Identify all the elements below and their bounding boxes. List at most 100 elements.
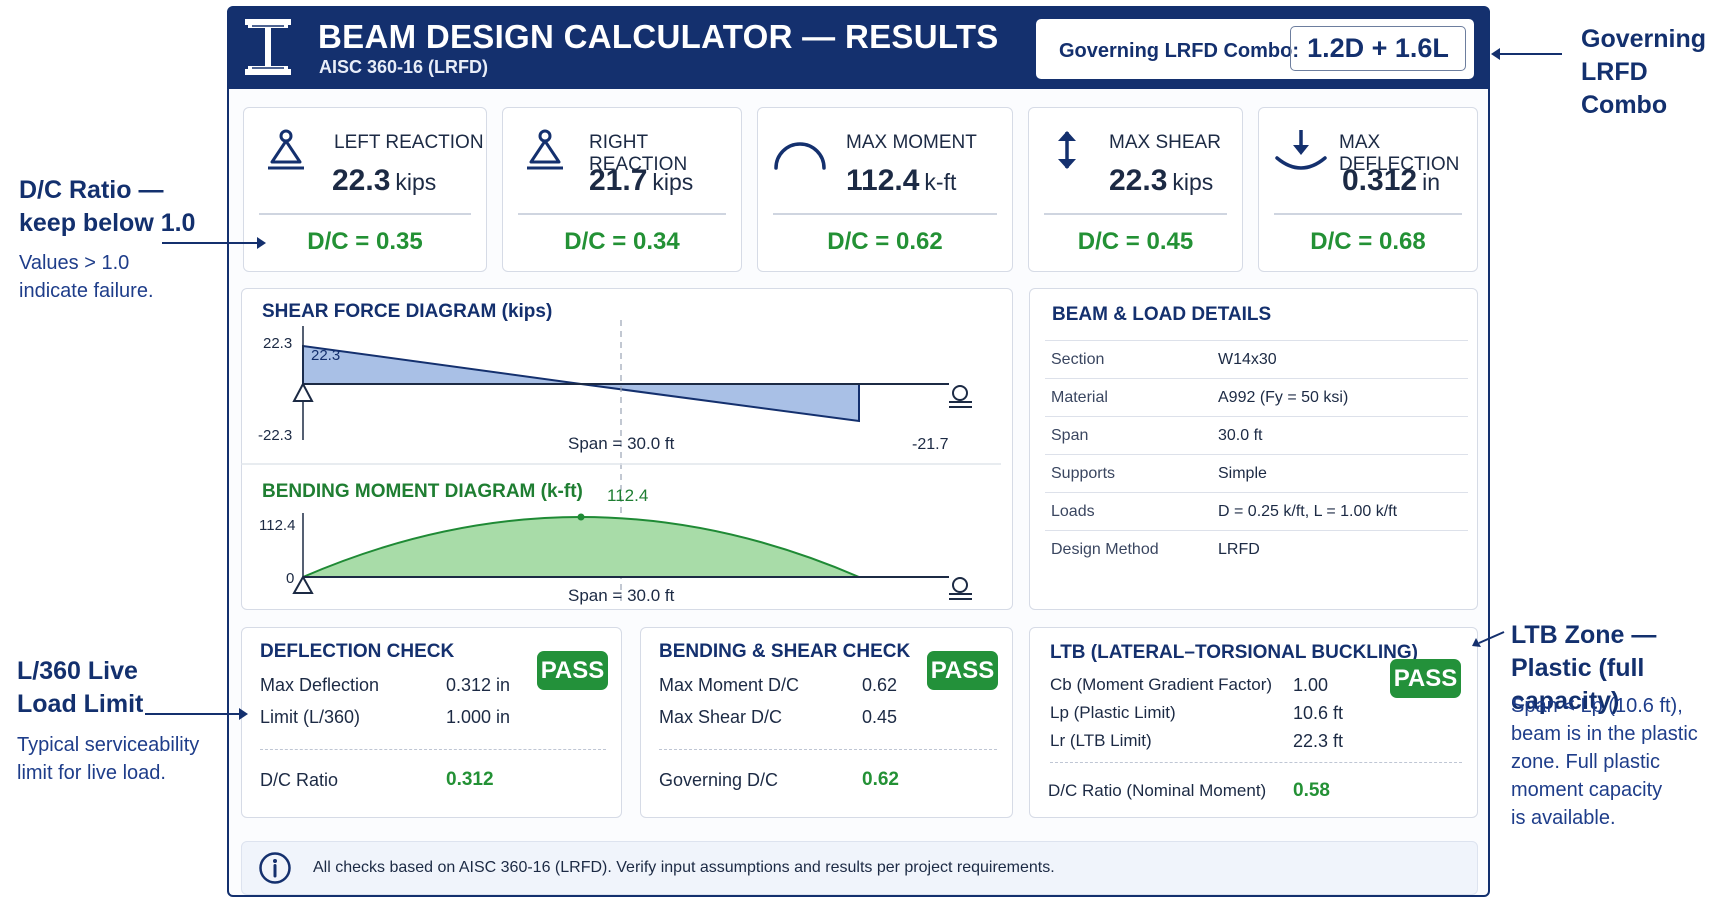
card-label: MAX DEFLECTION <box>1339 132 1460 175</box>
combo-value-field[interactable]: 1.2D + 1.6L <box>1290 26 1466 71</box>
check-row-label: Max Moment D/C <box>659 675 800 695</box>
detail-row: Material A992 (Fy = 50 ksi) <box>1045 378 1468 415</box>
right-reaction-card: RIGHT REACTION 21.7 kips D/C = 0.34 <box>502 107 742 272</box>
moment-right-roller-support <box>949 577 972 600</box>
check-row-value: 0.62 <box>862 675 898 695</box>
moment-area <box>302 516 860 578</box>
check-row-value: 0.45 <box>862 707 898 727</box>
info-icon <box>259 852 291 884</box>
moment-span-label: Span = 30.0 ft <box>568 586 675 605</box>
ltb-annotation-arrow <box>1472 631 1505 647</box>
pin-support-icon <box>527 129 563 170</box>
detail-row: Loads D = 0.25 k/ft, L = 1.00 k/ft <box>1045 492 1468 529</box>
detail-row: Span 30.0 ft <box>1045 416 1468 453</box>
combo-label: Governing LRFD Combo: <box>1059 40 1299 62</box>
shear-diagram-title: SHEAR FORCE DIAGRAM (kips) <box>262 301 553 322</box>
card-value: 112.4 k-ft <box>846 164 957 197</box>
l360-annotation-arrow <box>145 708 248 720</box>
card-label: LEFT REACTION <box>334 132 484 153</box>
check-row-value: 10.6 ft <box>1293 703 1344 723</box>
check-row-value: 22.3 ft <box>1293 731 1344 751</box>
card-value: 21.7 kips <box>589 164 694 197</box>
moment-left-support <box>292 574 314 594</box>
bending-pass-badge: PASS <box>927 651 998 690</box>
card-value: 22.3 kips <box>332 164 437 197</box>
check-row-label: Max Shear D/C <box>659 707 783 727</box>
card-label: RIGHT REACTION <box>589 132 688 175</box>
dc-ratio-value: 0.62 <box>862 769 899 790</box>
double-arrow-icon <box>1058 131 1076 169</box>
divider <box>773 213 997 215</box>
check-row-label: Cb (Moment Gradient Factor) <box>1050 675 1273 694</box>
card-dc-ratio: D/C = 0.35 <box>307 228 423 255</box>
detail-row: Design Method LRFD <box>1045 530 1468 567</box>
divider <box>659 749 997 750</box>
page-title: BEAM DESIGN CALCULATOR — RESULTS <box>318 18 999 55</box>
card-dc-ratio: D/C = 0.34 <box>564 228 680 255</box>
check-row-label: Lr (LTB Limit) <box>1050 731 1152 750</box>
combo-annotation-arrow <box>1491 48 1562 60</box>
dc-ratio-value: 0.312 <box>446 769 494 790</box>
detail-row: Supports Simple <box>1045 454 1468 491</box>
dc-annotation-arrow <box>162 237 266 249</box>
check-row-value: 1.00 <box>1293 675 1329 695</box>
ltb-annotation-text: Span < Lp (10.6 ft), beam is in the plast… <box>1511 695 1698 829</box>
card-dc-ratio: D/C = 0.62 <box>827 228 943 255</box>
combo-annotation-title: Governing LRFD Combo <box>1581 25 1707 119</box>
card-label: MAX MOMENT <box>846 132 977 153</box>
card-value: 22.3 kips <box>1109 164 1214 197</box>
shear-y-tick-bottom: -22.3 <box>258 427 293 444</box>
shear-start-label: 22.3 <box>311 347 341 364</box>
max-shear-card: MAX SHEAR 22.3 kips D/C = 0.45 <box>1028 107 1243 272</box>
check-row-value: 1.000 in <box>446 707 511 727</box>
left-reaction-card: LEFT REACTION 22.3 kips D/C = 0.35 <box>243 107 487 272</box>
max-moment-card: MAX MOMENT 112.4 k-ft D/C = 0.62 <box>757 107 1013 272</box>
divider <box>259 213 471 215</box>
divider <box>518 213 726 215</box>
check-row-label: Max Deflection <box>260 675 380 695</box>
card-dc-ratio: D/C = 0.45 <box>1077 228 1194 255</box>
dc-annotation-text: Values > 1.0 indicate failure. <box>19 252 154 302</box>
shear-end-label: -21.7 <box>912 436 949 453</box>
l360-annotation-title: L/360 Live Load Limit <box>17 657 144 718</box>
page-subtitle: AISC 360-16 (LRFD) <box>319 57 489 77</box>
deflection-check-title: DEFLECTION CHECK <box>260 641 455 662</box>
shear-right-roller-support <box>949 385 972 408</box>
check-row-label: Limit (L/360) <box>260 707 361 727</box>
deflection-pass-badge: PASS <box>537 651 608 690</box>
detail-row: Section W14x30 <box>1045 340 1468 377</box>
check-row-label: Lp (Plastic Limit) <box>1050 703 1176 722</box>
moment-diagram-title: BENDING MOMENT DIAGRAM (k-ft) <box>262 481 583 502</box>
footer-note <box>241 841 1478 895</box>
shear-y-tick-top: 22.3 <box>263 335 293 352</box>
moment-peak-marker <box>577 513 585 521</box>
ltb-pass-badge: PASS <box>1390 659 1461 698</box>
card-value: 0.312 in <box>1342 164 1440 197</box>
bending-check-title: BENDING & SHEAR CHECK <box>659 641 911 662</box>
moment-peak-label: 112.4 <box>607 486 649 505</box>
divider <box>1274 213 1462 215</box>
dc-annotation-title: D/C Ratio — keep below 1.0 <box>19 176 196 237</box>
pin-support-icon <box>268 129 304 170</box>
i-beam-icon <box>245 19 291 75</box>
moment-arc-icon <box>774 142 826 170</box>
combo-panel <box>1036 19 1474 79</box>
dc-ratio-value: 0.58 <box>1293 780 1330 801</box>
deflection-arrow-icon <box>1275 130 1327 170</box>
divider <box>1050 762 1462 763</box>
beam-details-card <box>1029 288 1478 610</box>
card-label: MAX SHEAR <box>1109 132 1221 153</box>
ltb-annotation-title: LTB Zone — Plastic (full capacity) <box>1511 621 1657 715</box>
moment-y-tick-zero: 0 <box>286 570 295 587</box>
dc-ratio-label: D/C Ratio (Nominal Moment) <box>1048 781 1267 800</box>
beam-details-title: BEAM & LOAD DETAILS <box>1052 304 1272 325</box>
footer-text: All checks based on AISC 360-16 (LRFD). … <box>313 859 1055 876</box>
card-dc-ratio: D/C = 0.68 <box>1310 228 1426 255</box>
ltb-check-card <box>1029 627 1478 818</box>
l360-annotation-text: Typical serviceability limit for live loa… <box>17 734 200 784</box>
divider <box>260 749 606 750</box>
divider <box>1044 213 1227 215</box>
moment-y-tick-top: 112.4 <box>259 517 296 534</box>
check-row-value: 0.312 in <box>446 675 511 695</box>
